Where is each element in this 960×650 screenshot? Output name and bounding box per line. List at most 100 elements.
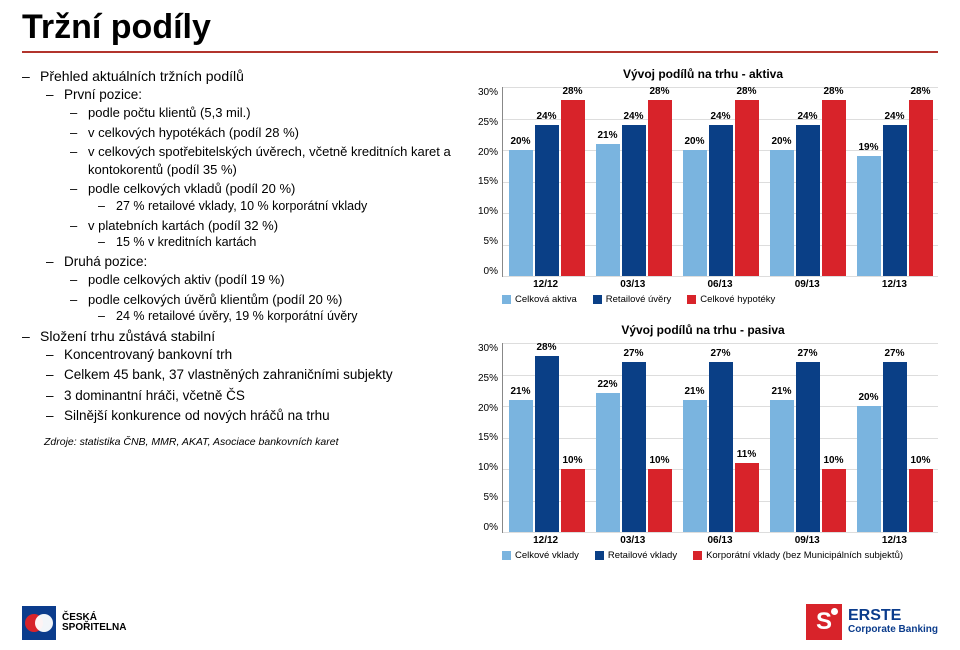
bar-group: 21%27%10% — [764, 343, 851, 532]
bar: 20% — [509, 150, 533, 276]
logo-ceska-sporitelna: ČESKÁ SPOŘITELNA — [22, 606, 126, 640]
text: První pozice: — [64, 87, 142, 102]
legend-item: Celkové hypotéky — [687, 294, 775, 305]
text: Celkem 45 bank, 37 vlastněných zahraničn… — [64, 367, 393, 382]
bar-value: 10% — [562, 455, 582, 466]
legend-swatch — [595, 551, 604, 560]
bar-value: 19% — [858, 142, 878, 153]
x-tick: 12/12 — [502, 533, 589, 546]
bar: 11% — [735, 463, 759, 532]
text: podle celkových úvěrů klientům (podíl 20… — [88, 292, 342, 307]
bar-value: 24% — [536, 111, 556, 122]
x-tick: 09/13 — [764, 533, 851, 546]
bar-group: 20%24%28% — [677, 87, 764, 276]
legend-swatch — [693, 551, 702, 560]
text: Corporate Banking — [848, 625, 938, 636]
bar-value: 10% — [910, 455, 930, 466]
bar-group: 22% 27% 10% — [590, 343, 677, 532]
list-item: v celkových hypotékách (podíl 28 %) — [70, 124, 456, 142]
x-tick: 06/13 — [676, 277, 763, 290]
x-tick: 03/13 — [589, 533, 676, 546]
bar-value: 10% — [649, 455, 669, 466]
bar: 10% — [648, 469, 672, 532]
y-tick: 5% — [468, 236, 498, 247]
bar: 21% — [770, 400, 794, 532]
legend-label: Celková aktiva — [515, 294, 577, 305]
bar-value: 24% — [884, 111, 904, 122]
y-tick: 15% — [468, 432, 498, 443]
legend-item: Celková aktiva — [502, 294, 577, 305]
legend-label: Retailové vklady — [608, 550, 677, 561]
bar-value: 27% — [623, 348, 643, 359]
y-tick: 15% — [468, 176, 498, 187]
footer-logos: ČESKÁ SPOŘITELNA S ERSTE Corporate Banki… — [0, 604, 960, 640]
bar: 27% — [796, 362, 820, 532]
logo-erste: S ERSTE Corporate Banking — [806, 604, 938, 640]
text: 15 % v kreditních kartách — [116, 235, 256, 249]
bar: 24% — [796, 125, 820, 276]
list-item: podle celkových úvěrů klientům (podíl 20… — [70, 291, 456, 325]
y-tick: 30% — [468, 343, 498, 354]
legend-label: Korporátní vklady (bez Municipálních sub… — [706, 550, 903, 561]
list-item: podle počtu klientů (5,3 mil.) — [70, 104, 456, 122]
bar-value: 28% — [536, 342, 556, 353]
bar: 24% — [622, 125, 646, 276]
list-item: Složení trhu zůstává stabilní Koncentrov… — [22, 327, 456, 425]
text: podle celkových aktiv (podíl 19 %) — [88, 272, 285, 287]
list-item: podle celkových vkladů (podíl 20 %) 27 %… — [70, 180, 456, 214]
bar: 28% — [735, 100, 759, 276]
bar: 28% — [909, 100, 933, 276]
x-tick: 09/13 — [764, 277, 851, 290]
bar-value: 11% — [737, 449, 756, 460]
bar: 24% — [535, 125, 559, 276]
legend-item: Celkové vklady — [502, 550, 579, 561]
legend-label: Retailové úvěry — [606, 294, 671, 305]
legend-label: Celkové hypotéky — [700, 294, 775, 305]
bar: 22% — [596, 393, 620, 532]
bar: 28% — [561, 100, 585, 276]
bullet-list: Přehled aktuálních tržních podílů První … — [22, 67, 456, 425]
bar-value: 21% — [597, 130, 617, 141]
bar-value: 21% — [684, 386, 704, 397]
text: Druhá pozice: — [64, 254, 147, 269]
left-column: Přehled aktuálních tržních podílů První … — [22, 67, 456, 579]
y-axis: 30%25%20%15%10%5%0% — [468, 343, 502, 533]
text: podle počtu klientů (5,3 mil.) — [88, 105, 251, 120]
list-item: 15 % v kreditních kartách — [98, 234, 456, 251]
y-tick: 25% — [468, 117, 498, 128]
erste-logo-text: ERSTE Corporate Banking — [848, 608, 938, 635]
bar: 21% — [509, 400, 533, 532]
bar-group: 20%24%28% — [764, 87, 851, 276]
title-rule — [22, 51, 938, 53]
bar-group: 20%24%28% — [503, 87, 590, 276]
bar-value: 20% — [684, 136, 704, 147]
bar: 24% — [883, 125, 907, 276]
list-item: v celkových spotřebitelských úvěrech, vč… — [70, 143, 456, 178]
bar: 24% — [709, 125, 733, 276]
text: SPOŘITELNA — [62, 623, 126, 633]
text: podle celkových vkladů (podíl 20 %) — [88, 181, 295, 196]
plot-area: 21%28%10%22%27%10%21%27%11%21%27%10%20%2… — [502, 343, 938, 533]
text: 27 % retailové vklady, 10 % korporátní v… — [116, 199, 367, 213]
list-item: v platebních kartách (podíl 32 %) 15 % v… — [70, 217, 456, 251]
text: Přehled aktuálních tržních podílů — [40, 68, 244, 84]
bar-value: 28% — [736, 86, 756, 97]
bar-value: 24% — [797, 111, 817, 122]
y-tick: 25% — [468, 373, 498, 384]
bar-value: 20% — [771, 136, 791, 147]
x-tick: 12/13 — [851, 277, 938, 290]
title-block: Tržní podíly — [0, 0, 960, 57]
x-tick: 12/12 — [502, 277, 589, 290]
bar: 10% — [822, 469, 846, 532]
bar-value: 20% — [858, 392, 878, 403]
y-tick: 0% — [468, 266, 498, 277]
legend-item: Retailové úvěry — [593, 294, 671, 305]
bar: 28% — [535, 356, 559, 532]
bar: 28% — [822, 100, 846, 276]
legend-item: Korporátní vklady (bez Municipálních sub… — [693, 550, 903, 561]
chart-pasiva: Vývoj podílů na trhu - pasiva30%25%20%15… — [468, 323, 938, 561]
bar: 28% — [648, 100, 672, 276]
bar-value: 24% — [710, 111, 730, 122]
cs-logo-icon — [22, 606, 56, 640]
list-item: 3 dominantní hráči, včetně ČS — [46, 387, 456, 405]
